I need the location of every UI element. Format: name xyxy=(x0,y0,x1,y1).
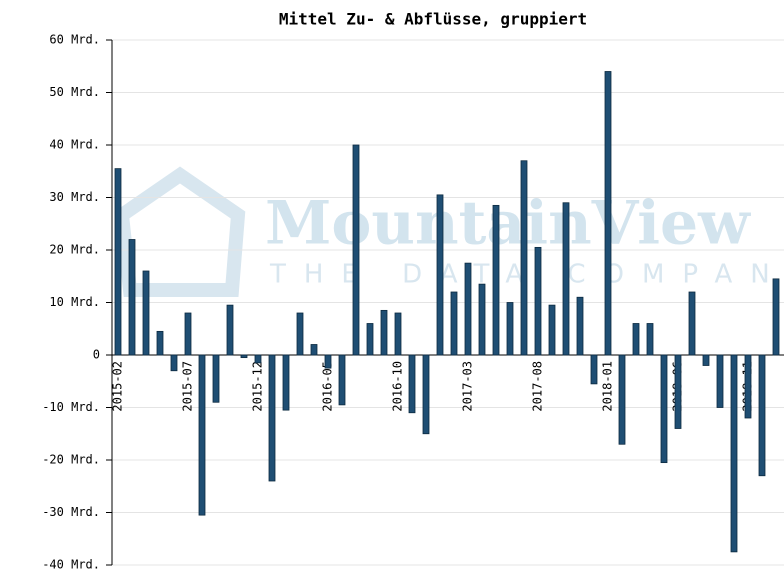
bar xyxy=(352,144,360,356)
bar xyxy=(324,354,332,369)
bar xyxy=(450,291,458,356)
bar xyxy=(114,168,122,356)
bar xyxy=(268,354,276,482)
watermark: MountainView THE DATA COMPANY xyxy=(114,166,784,297)
bar xyxy=(128,239,136,356)
y-tick-label: 60 Mrd. xyxy=(49,33,100,47)
bar xyxy=(212,354,220,403)
bar xyxy=(702,354,710,366)
plot-area: -40 Mrd. -30 Mrd. -20 Mrd. -10 Mrd. 0 10 Mrd.… xyxy=(42,33,784,572)
bar xyxy=(562,202,570,356)
bar xyxy=(436,194,444,356)
x-tick-label: 2018-01 xyxy=(601,361,615,412)
bar xyxy=(366,323,374,356)
bar xyxy=(660,354,668,464)
x-tick-label: 2015-02 xyxy=(111,361,125,412)
bar xyxy=(464,262,472,356)
y-tick-label: 20 Mrd. xyxy=(49,243,100,257)
chart-title: Mittel Zu- & Abflüsse, gruppiert xyxy=(279,10,587,29)
y-tick-label: -40 Mrd. xyxy=(42,558,100,572)
bar xyxy=(744,354,752,419)
bar xyxy=(198,354,206,516)
bar xyxy=(688,291,696,356)
bar xyxy=(534,246,542,356)
bar xyxy=(380,309,388,356)
x-tick-label: 2016-10 xyxy=(391,361,405,412)
y-tick-label: 0 xyxy=(93,348,100,362)
y-tick-label: -30 Mrd. xyxy=(42,505,100,519)
bar xyxy=(618,354,626,445)
bar xyxy=(394,312,402,356)
bar xyxy=(576,296,584,356)
bar xyxy=(716,354,724,408)
bar xyxy=(310,344,318,356)
bar xyxy=(282,354,290,411)
bar xyxy=(296,312,304,356)
watermark-text: MountainView xyxy=(265,189,751,259)
bar xyxy=(408,354,416,414)
bar xyxy=(604,71,612,356)
bar xyxy=(772,278,780,356)
y-tick-label: 40 Mrd. xyxy=(49,138,100,152)
x-tick-label: 2017-03 xyxy=(461,361,475,412)
bar xyxy=(184,312,192,356)
bar xyxy=(506,302,514,356)
bar xyxy=(548,304,556,356)
bar xyxy=(226,304,234,356)
x-tick-label: 2016-05 xyxy=(321,361,335,412)
x-tick-label: 2015-07 xyxy=(181,361,195,412)
bar xyxy=(338,354,346,406)
bar xyxy=(142,270,150,356)
y-tick-label: 10 Mrd. xyxy=(49,295,100,309)
bar xyxy=(422,354,430,435)
bar xyxy=(646,323,654,356)
bar xyxy=(520,160,528,356)
y-tick-label: 30 Mrd. xyxy=(49,190,100,204)
bar xyxy=(632,323,640,356)
x-tick-label: 2017-08 xyxy=(531,361,545,412)
y-tick-label: 50 Mrd. xyxy=(49,85,100,99)
x-tick-label: 2015-12 xyxy=(251,361,265,412)
bar xyxy=(254,354,262,364)
y-tick-label: -20 Mrd. xyxy=(42,453,100,467)
bar xyxy=(156,330,164,356)
watermark-logo xyxy=(114,166,246,297)
y-tick-label: -10 Mrd. xyxy=(42,400,100,414)
bar xyxy=(674,354,682,429)
bar xyxy=(478,283,486,356)
bar xyxy=(590,354,598,385)
bar xyxy=(170,354,178,372)
bar xyxy=(758,354,766,477)
bar xyxy=(492,204,500,356)
bar xyxy=(240,354,248,359)
bar xyxy=(730,354,738,553)
